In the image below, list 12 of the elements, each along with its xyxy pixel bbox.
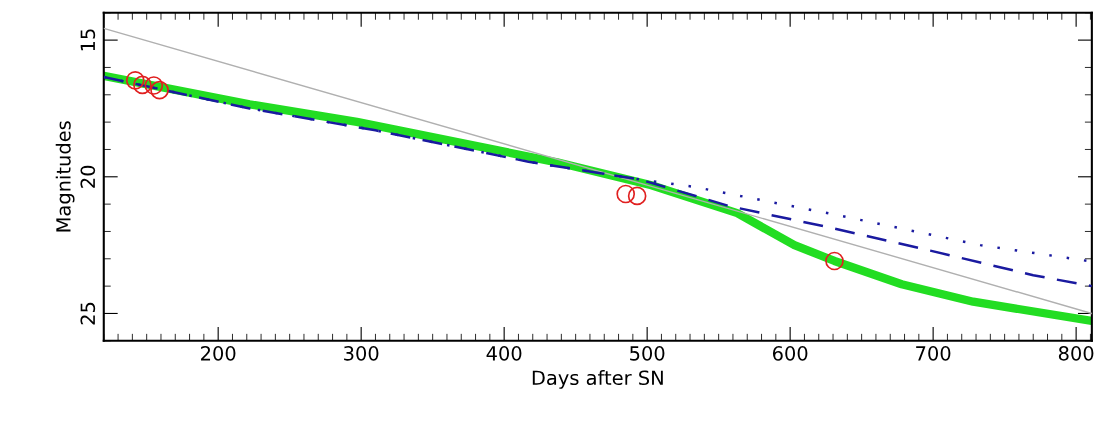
x-tick-label: 500 (630, 346, 665, 361)
y-tick-label: 25 (80, 302, 96, 325)
y-axis-title: Magnitudes (55, 121, 75, 232)
x-tick-label: 800 (1058, 346, 1094, 361)
x-axis-title: Days after SN (532, 370, 663, 389)
x-tick-label: 700 (916, 346, 951, 361)
y-tick-label: 20 (80, 165, 96, 188)
x-tick-label: 300 (344, 346, 379, 361)
x-tick-label: 600 (772, 346, 808, 361)
y-tick-label: 15 (80, 29, 96, 51)
x-tick-label: 200 (201, 346, 236, 361)
x-tick-label: 400 (486, 346, 522, 361)
